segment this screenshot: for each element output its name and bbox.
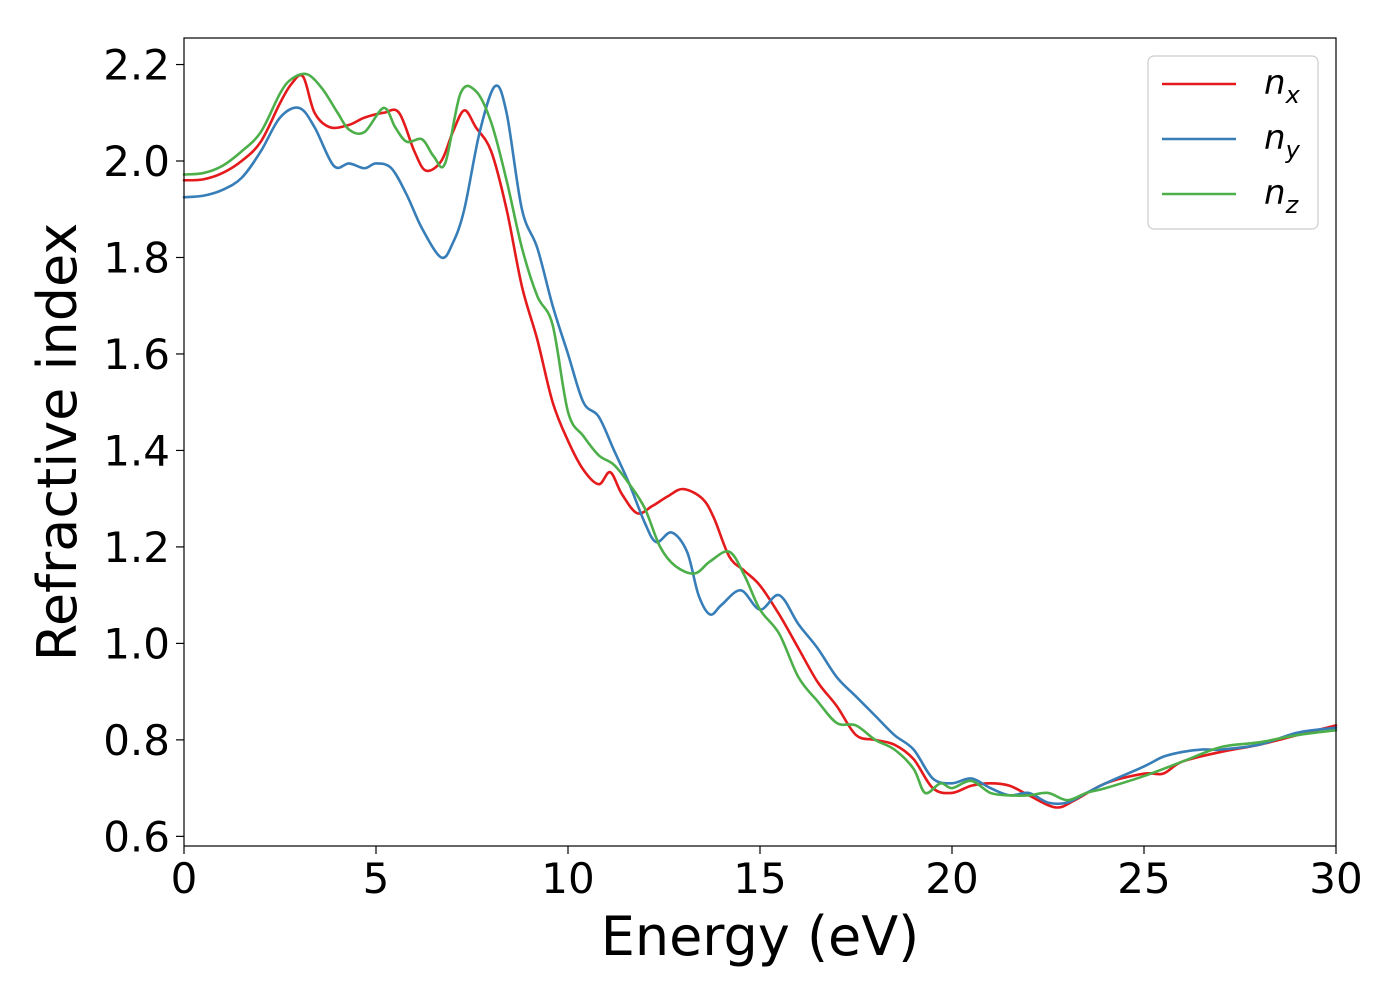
series-line-nz [182,72,1338,802]
series-layer [182,72,1338,809]
y-tick-label: 1.6 [103,330,170,379]
y-tick-label: 2.2 [103,41,170,90]
y-tick-label: 0.8 [103,716,170,765]
x-tick-label: 10 [541,854,594,903]
x-tick-label: 0 [171,854,198,903]
y-tick-label: 1.4 [103,426,170,475]
series-line-ny [182,84,1338,806]
x-tick-label: 20 [925,854,978,903]
x-tick-label: 30 [1309,854,1362,903]
y-tick-label: 2.0 [103,137,170,186]
y-tick-label: 1.2 [103,523,170,572]
y-tick-label: 1.0 [103,619,170,668]
x-tick-label: 25 [1117,854,1170,903]
x-tick-label: 5 [363,854,390,903]
y-tick-label: 0.6 [103,812,170,861]
y-axis-title: Refractive index [26,223,89,662]
plot-frame [183,37,1337,847]
series-line-nx [182,73,1338,809]
legend-frame [1147,55,1319,230]
x-tick-label: 15 [733,854,786,903]
tick-layer: 0 5 10 15 20 25 30 0.6 0.8 1.0 1.2 1.4 1.6 1.8 2.0 2.2 [103,41,1363,903]
x-axis-title: Energy (eV) [601,905,920,968]
legend-label-nx: nx [1264,63,1301,109]
y-tick-label: 1.8 [103,233,170,282]
plot-area [184,38,1336,846]
